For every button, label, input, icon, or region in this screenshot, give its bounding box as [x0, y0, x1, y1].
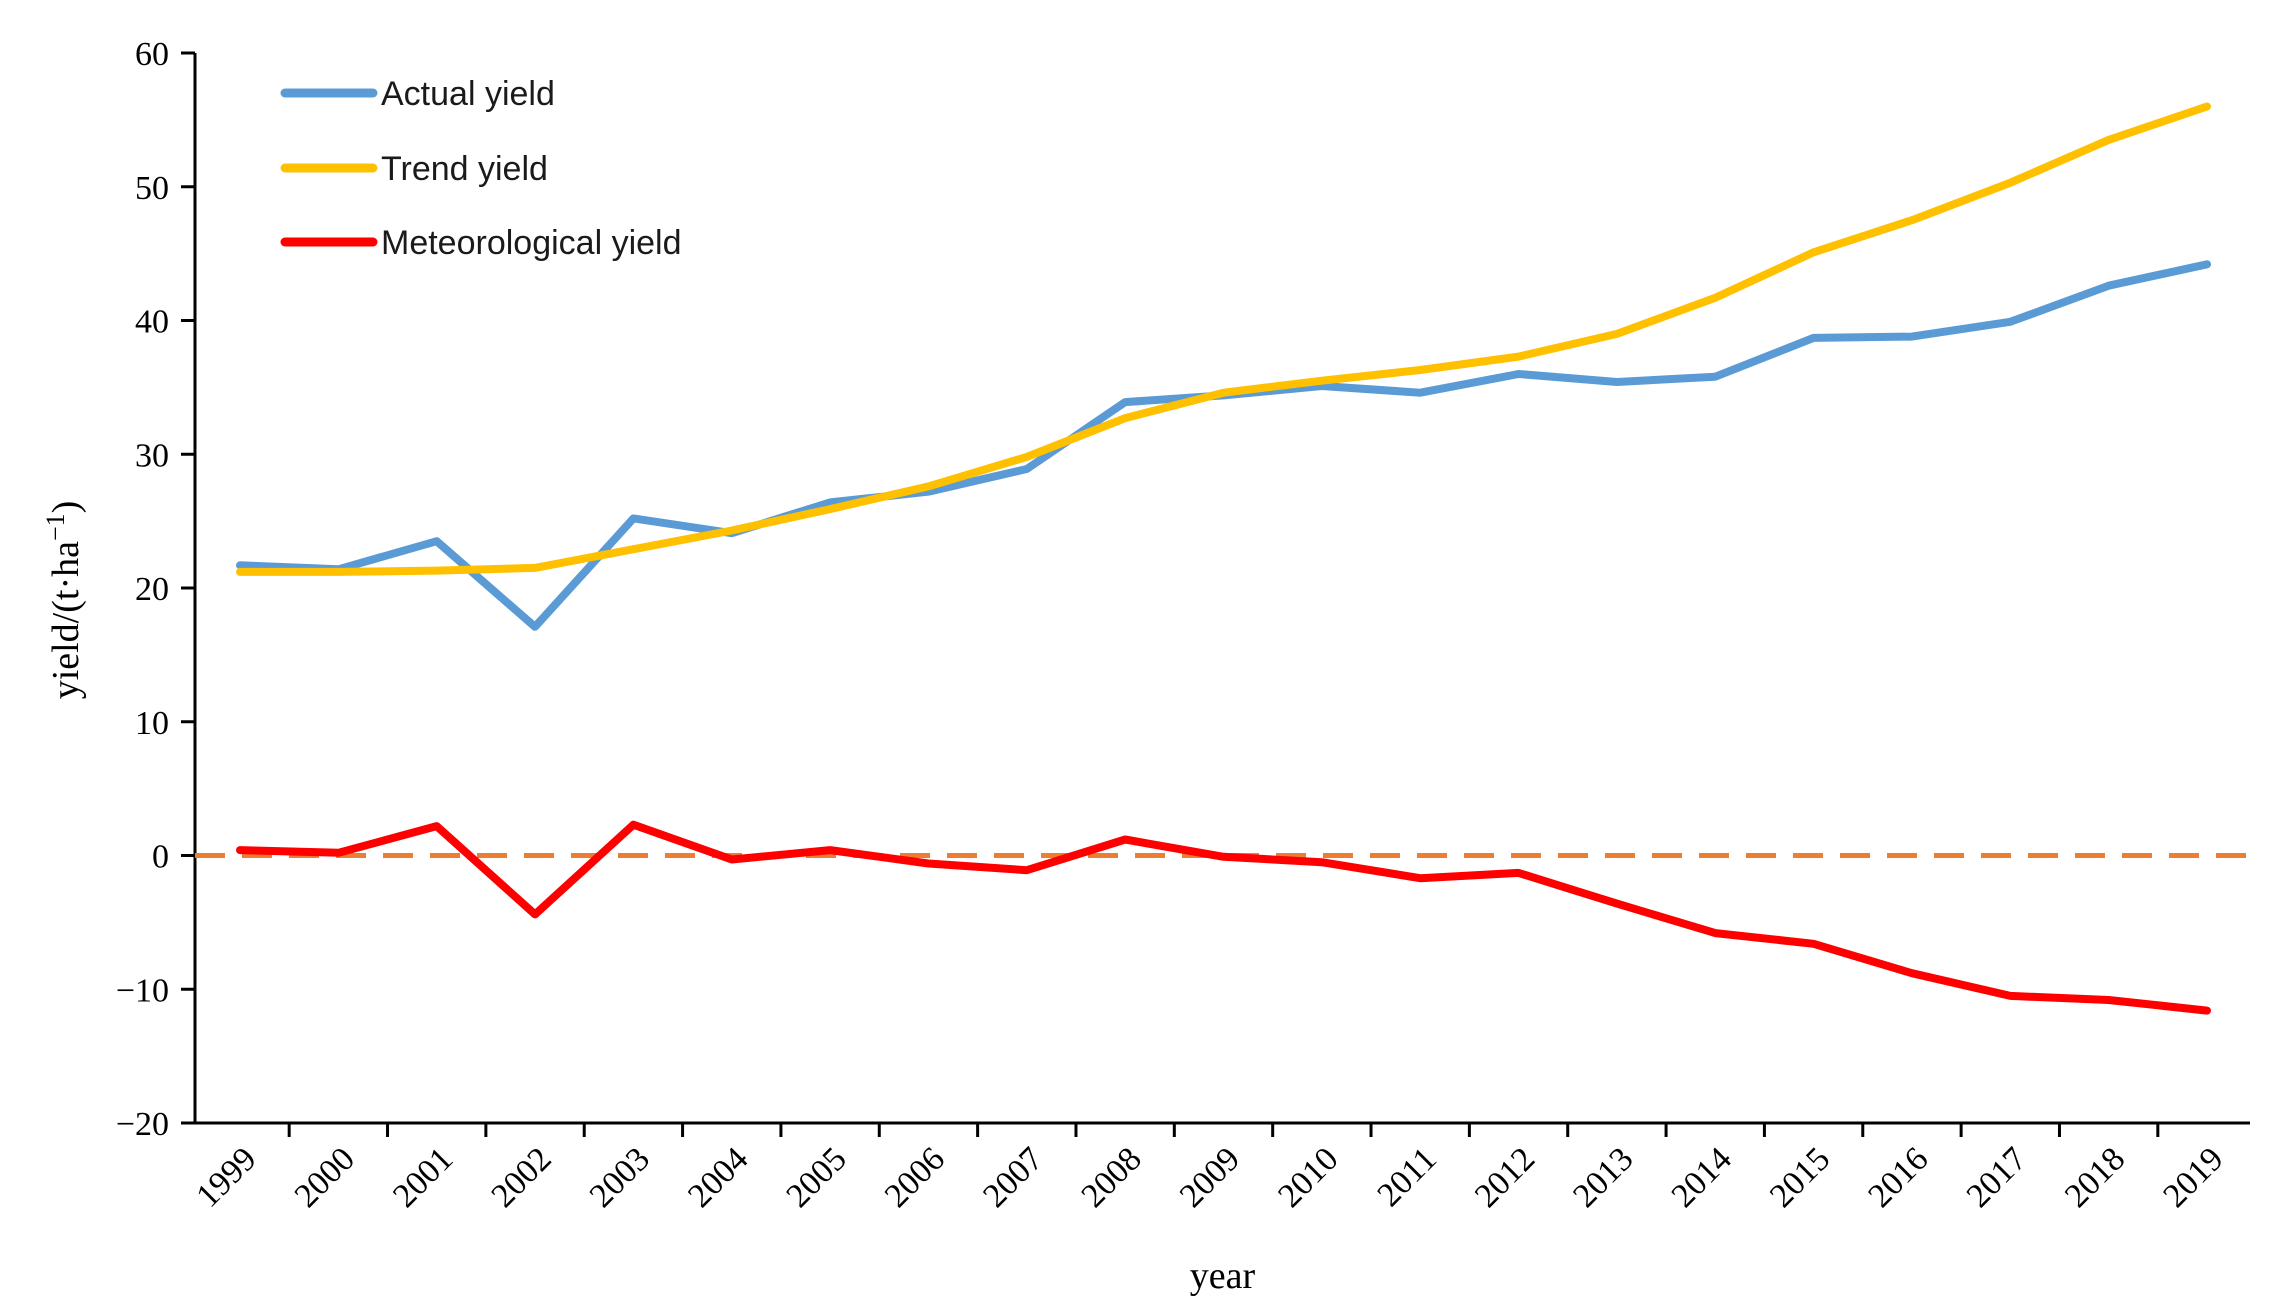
x-tick-label: 2005 — [780, 1140, 854, 1214]
legend-label: Meteorological yield — [381, 224, 682, 262]
x-tick-label: 2008 — [1075, 1140, 1149, 1214]
legend-label: Trend yield — [381, 150, 548, 188]
x-tick-label: 2015 — [1763, 1140, 1837, 1214]
x-tick-label: 2003 — [583, 1140, 657, 1214]
x-tick-label: 2013 — [1566, 1140, 1640, 1214]
x-tick-label: 2012 — [1468, 1140, 1542, 1214]
y-tick-label: 0 — [152, 839, 169, 876]
y-tick-label: 30 — [135, 437, 169, 474]
series-line-meteorological-yield — [236, 820, 2211, 1015]
series-line-trend-yield — [236, 102, 2211, 576]
legend-label: Actual yield — [381, 75, 555, 113]
x-tick-label: 2000 — [288, 1140, 362, 1214]
y-tick-label: −20 — [116, 1106, 169, 1143]
y-tick-label: −10 — [116, 972, 169, 1009]
y-tick-label: 40 — [135, 304, 169, 341]
legend: Actual yield Trend yield Meteorological yi… — [280, 75, 682, 262]
x-tick-label: 2011 — [1370, 1140, 1443, 1213]
x-axis-title: year — [1190, 1255, 1256, 1297]
x-tick-label: 2009 — [1173, 1140, 1247, 1214]
x-tick-label: 2017 — [1960, 1140, 2034, 1214]
x-tick-label: 2004 — [681, 1140, 755, 1214]
y-axis-title-close: ) — [45, 501, 87, 514]
y-ticks: 60 50 40 30 20 10 0 −10 −20 — [116, 36, 195, 1143]
x-tick-label: 2007 — [976, 1140, 1050, 1214]
y-tick-label: 20 — [135, 571, 169, 608]
x-tick-label: 2016 — [1861, 1140, 1935, 1214]
x-tick-label: 2006 — [878, 1140, 952, 1214]
y-tick-label: 50 — [135, 170, 169, 207]
y-tick-label: 60 — [135, 36, 169, 73]
x-tick-label: 2019 — [2156, 1140, 2230, 1214]
y-tick-label: 10 — [135, 705, 169, 742]
x-tick-label: 2014 — [1665, 1140, 1739, 1214]
x-tick-label: 2002 — [484, 1140, 558, 1214]
x-tick-label: 2018 — [2058, 1140, 2132, 1214]
y-axis-title-superscript: −1 — [41, 513, 70, 541]
x-tick-label: 2010 — [1271, 1140, 1345, 1214]
series-line-actual-yield — [236, 260, 2211, 631]
x-tick-label: 2001 — [386, 1140, 460, 1214]
y-axis-title: yield/(t·ha−1) — [41, 501, 88, 700]
y-axis-title-main: yield/(t·ha — [45, 541, 87, 699]
series-lines — [236, 102, 2211, 1015]
x-tick-label: 1999 — [189, 1140, 263, 1214]
x-ticks: 1999 2000 2001 2002 2003 2004 2005 2006 2007 2008… — [189, 1123, 2231, 1215]
